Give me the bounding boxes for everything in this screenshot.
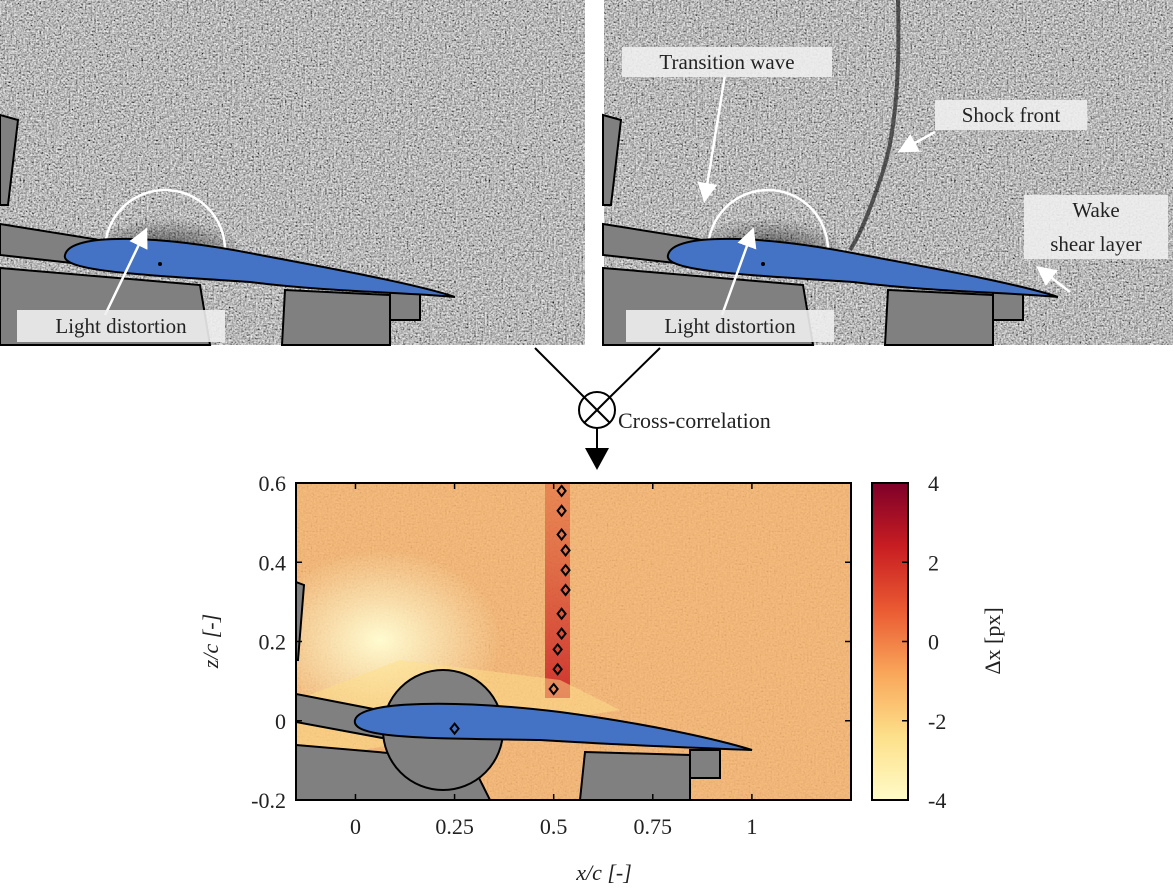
figure: Light distortion Transition wave Shock f… bbox=[0, 0, 1173, 890]
left-photo: Light distortion bbox=[0, 0, 585, 345]
x-axis-label: x/c [-] bbox=[575, 860, 632, 885]
annotation: Shock front bbox=[962, 103, 1061, 127]
y-tick-label: 0.2 bbox=[259, 630, 287, 655]
colorbar-tick-label: 0 bbox=[928, 630, 939, 655]
x-tick-label: 0.25 bbox=[435, 814, 474, 839]
annotation: Light distortion bbox=[664, 314, 796, 338]
annotation: Wake bbox=[1072, 198, 1119, 222]
y-tick-label: 0 bbox=[275, 709, 286, 734]
y-tick-label: -0.2 bbox=[251, 788, 286, 813]
colorbar-label: Δx [px] bbox=[980, 607, 1005, 674]
y-tick-label: 0.6 bbox=[259, 471, 287, 496]
annotation: shear layer bbox=[1050, 232, 1142, 256]
x-tick-label: 0.75 bbox=[634, 814, 673, 839]
right-photo: Transition wave Shock front Wake shear l… bbox=[603, 0, 1173, 345]
x-tick-label: 0 bbox=[350, 814, 361, 839]
colorbar-tick-label: 2 bbox=[928, 550, 939, 575]
y-tick-label: 0.4 bbox=[259, 550, 287, 575]
x-tick-label: 0.5 bbox=[540, 814, 568, 839]
y-axis-label: z/c [-] bbox=[198, 614, 223, 669]
x-tick-label: 1 bbox=[746, 814, 757, 839]
colorbar-tick-label: 4 bbox=[928, 471, 939, 496]
displacement-field bbox=[260, 483, 851, 800]
annotation: Light distortion bbox=[55, 314, 187, 338]
operator: Cross-correlation bbox=[535, 348, 771, 470]
colorbar-tick-label: -4 bbox=[928, 788, 946, 813]
operation-label: Cross-correlation bbox=[618, 408, 771, 433]
colorbar-tick-label: -2 bbox=[928, 709, 946, 734]
annotation: Transition wave bbox=[659, 50, 794, 74]
